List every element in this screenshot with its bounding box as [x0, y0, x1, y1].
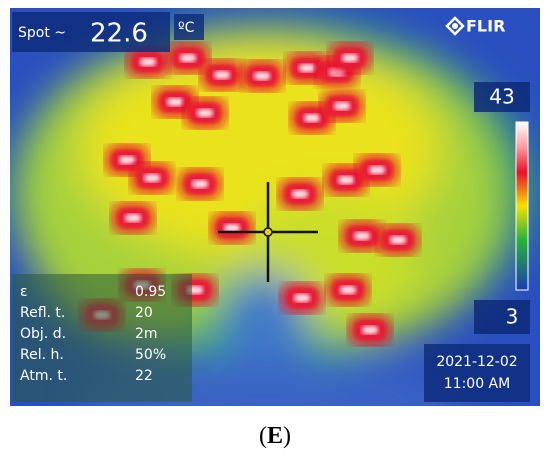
hot-spot [212, 214, 252, 242]
color-bar [515, 121, 529, 291]
scale-max: 43 [489, 85, 514, 109]
unit-box [174, 14, 204, 40]
hot-spot [378, 226, 418, 254]
scale-max-box [474, 82, 530, 112]
hot-spot [282, 284, 322, 312]
hot-spot-center [140, 58, 156, 66]
parameter-value: 22 [135, 368, 153, 384]
scale-min: 3 [506, 305, 519, 329]
hot-spot [350, 316, 390, 344]
hot-spot [357, 156, 397, 184]
hot-spot [330, 44, 370, 72]
hot-spot-center [354, 232, 370, 240]
caption: (E) [259, 423, 291, 449]
scale-min-box [474, 300, 530, 334]
hot-spot [342, 222, 382, 250]
date: 2021-12-02 [436, 354, 517, 370]
spot-unit: ºC [178, 20, 195, 36]
hot-spot-center [180, 54, 196, 62]
hot-spot [242, 62, 282, 90]
spot-label: Spot ~ [18, 25, 66, 41]
parameter-name: Rel. h. [20, 347, 64, 363]
brand-logo: FLIR [445, 16, 505, 36]
hot-spot [168, 44, 208, 72]
parameter-value: 50% [135, 347, 166, 363]
parameter-panel [12, 274, 192, 402]
hot-spot [132, 164, 172, 192]
hot-spot-center [294, 294, 310, 302]
parameter-name: Refl. t. [20, 305, 65, 321]
parameter-name: ε [20, 284, 28, 300]
hot-spot-center [292, 190, 308, 198]
parameter-value: 2m [135, 326, 158, 342]
hot-spot-center [338, 176, 354, 184]
hot-spot-center [362, 326, 378, 334]
caption-open: ( [259, 423, 267, 449]
hot-spot-center [299, 64, 315, 72]
hot-spot-center [119, 156, 135, 164]
hot-spot [322, 92, 362, 120]
hot-spot-center [214, 71, 230, 79]
parameter-value: 20 [135, 305, 153, 321]
hot-spot-center [304, 114, 320, 122]
parameter-name: Obj. d. [20, 326, 66, 342]
hot-spot [180, 170, 220, 198]
hot-spot-center [342, 54, 358, 62]
hot-spot [128, 48, 168, 76]
caption-close: ) [283, 423, 291, 449]
timestamp-box [424, 344, 530, 402]
hot-spot-center [144, 174, 160, 182]
hot-spot-center [340, 286, 356, 294]
parameter-name: Atm. t. [20, 368, 67, 384]
hot-spot [280, 180, 320, 208]
hot-spot-center [125, 214, 141, 222]
caption-letter: E [267, 423, 283, 449]
hot-spot [113, 204, 153, 232]
hot-spot-center [254, 72, 270, 80]
hot-spot-center [192, 180, 208, 188]
crosshair [218, 182, 318, 282]
time: 11:00 AM [444, 376, 510, 392]
brand: FLIR [466, 17, 505, 36]
spot-value: 22.6 [90, 19, 148, 49]
hot-spot-center [167, 98, 183, 106]
hot-spot [202, 61, 242, 89]
hot-spot-center [224, 224, 240, 232]
hot-spot [326, 166, 366, 194]
hot-spot [292, 104, 332, 132]
spot-box [12, 12, 170, 52]
hot-spot-center [369, 166, 385, 174]
hot-spot-center [390, 236, 406, 244]
hot-spot [328, 276, 368, 304]
hot-spot [185, 99, 225, 127]
parameter-value: 0.95 [135, 284, 166, 300]
hot-spot-center [197, 109, 213, 117]
hot-spot-center [334, 102, 350, 110]
